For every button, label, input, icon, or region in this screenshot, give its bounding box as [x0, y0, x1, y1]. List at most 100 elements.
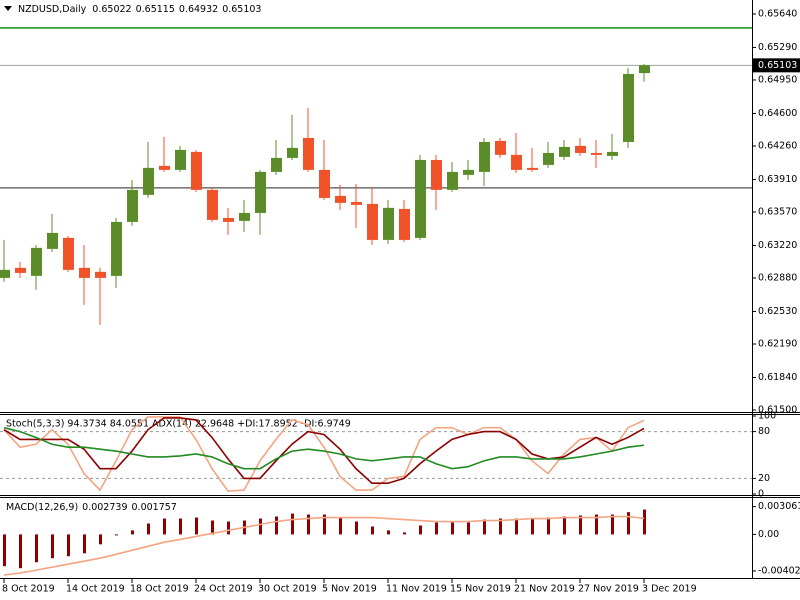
indicator-line: [3, 417, 645, 485]
candle-body: [351, 201, 362, 205]
candle-body: [303, 137, 314, 170]
candle-body: [607, 151, 618, 156]
macd-bar: [3, 534, 6, 567]
y-tick-label: 0.00: [758, 529, 779, 540]
candle-body: [543, 152, 554, 165]
x-tick-label: 24 Oct 2019: [194, 584, 253, 595]
y-tick-label: 0.62880: [758, 272, 797, 283]
macd-bar: [483, 519, 486, 535]
y-tick-label: 0.62530: [758, 306, 797, 317]
macd-bar: [51, 534, 54, 559]
candle-body: [335, 195, 346, 203]
macd-bar: [419, 525, 422, 535]
candle-body: [463, 169, 474, 175]
candle-body: [63, 237, 74, 270]
y-tick-label: 0.61500: [758, 404, 797, 415]
price-label-box: [753, 58, 800, 73]
candle-body: [415, 159, 426, 238]
candle-body: [399, 208, 410, 240]
x-tick-label: 3 Dec 2019: [642, 584, 697, 595]
candle-body: [383, 207, 394, 240]
macd-bar: [259, 518, 262, 535]
y-tick-label: -0.004024: [758, 565, 800, 576]
candle-body: [239, 212, 250, 221]
candle-body: [367, 203, 378, 240]
candle-body: [431, 159, 442, 190]
x-tick-label: 15 Nov 2019: [450, 584, 511, 595]
x-tick-label: 5 Nov 2019: [322, 584, 377, 595]
macd-bar: [611, 514, 614, 535]
y-tick-label: 100: [758, 411, 776, 422]
macd-bar: [531, 518, 534, 535]
macd-bar: [163, 518, 166, 535]
candle-body: [559, 146, 570, 157]
candle-body: [79, 267, 90, 278]
macd-bar: [435, 522, 438, 535]
macd-bar: [99, 534, 102, 545]
candle-body: [623, 73, 634, 142]
macd-bar: [563, 516, 566, 535]
candle-body: [223, 217, 234, 222]
candle-body: [191, 151, 202, 190]
macd-bar: [643, 509, 646, 535]
candle-body: [255, 171, 266, 213]
candle-body: [287, 147, 298, 158]
candle-body: [207, 189, 218, 220]
macd-bar: [355, 521, 358, 535]
macd-bar: [467, 522, 470, 535]
candle-body: [319, 169, 330, 198]
macd-bar: [291, 513, 294, 535]
macd-bar: [339, 517, 342, 535]
macd-header: MACD(12,26,9) 0.002739 0.001757: [6, 502, 177, 513]
macd-bar: [547, 517, 550, 535]
macd-bar: [19, 534, 22, 569]
candle-body: [143, 167, 154, 195]
macd-bar: [211, 520, 214, 535]
y-tick-label: 20: [758, 473, 770, 484]
candle-body: [31, 247, 42, 276]
macd-bar: [499, 518, 502, 535]
macd-bar: [147, 523, 150, 535]
macd-bar: [451, 522, 454, 535]
macd-bar: [371, 526, 374, 535]
symbol-header: NZDUSD,Daily 0.65022 0.65115 0.64932 0.65103: [18, 4, 261, 15]
y-tick-label: 0.65640: [758, 8, 797, 19]
candle-body: [591, 152, 602, 155]
candle-body: [95, 271, 106, 278]
y-tick-label: 80: [758, 426, 770, 437]
x-tick-label: 18 Oct 2019: [130, 584, 189, 595]
macd-bar: [403, 532, 406, 535]
macd-bar: [323, 514, 326, 535]
price-label: 0.65103: [758, 60, 797, 71]
macd-bar: [595, 514, 598, 535]
candle-body: [511, 154, 522, 170]
macd-bar: [579, 515, 582, 535]
candle-body: [447, 171, 458, 190]
candle-body: [175, 149, 186, 170]
y-tick-label: 0.63570: [758, 206, 797, 217]
y-tick-label: 0.64950: [758, 74, 797, 85]
macd-bar: [195, 517, 198, 535]
macd-bar: [115, 534, 118, 536]
indicator-line: [3, 515, 645, 576]
menu-arrow[interactable]: [4, 6, 12, 11]
macd-bar: [275, 516, 278, 535]
y-tick-label: 0: [758, 489, 764, 500]
y-tick-label: 0.64260: [758, 140, 797, 151]
x-tick-label: 14 Oct 2019: [66, 584, 125, 595]
candle-body: [111, 221, 122, 276]
macd-bar: [179, 518, 182, 535]
candle-body: [0, 269, 10, 278]
candle-body: [159, 165, 170, 170]
x-tick-label: 30 Oct 2019: [258, 584, 317, 595]
candle-body: [479, 141, 490, 172]
macd-bar: [35, 534, 38, 563]
x-tick-label: 21 Nov 2019: [514, 584, 575, 595]
macd-bar: [387, 530, 390, 535]
candle-body: [127, 189, 138, 222]
candle-body: [639, 65, 650, 74]
y-tick-label: 0.64600: [758, 108, 797, 119]
y-tick-label: 0.63220: [758, 240, 797, 251]
